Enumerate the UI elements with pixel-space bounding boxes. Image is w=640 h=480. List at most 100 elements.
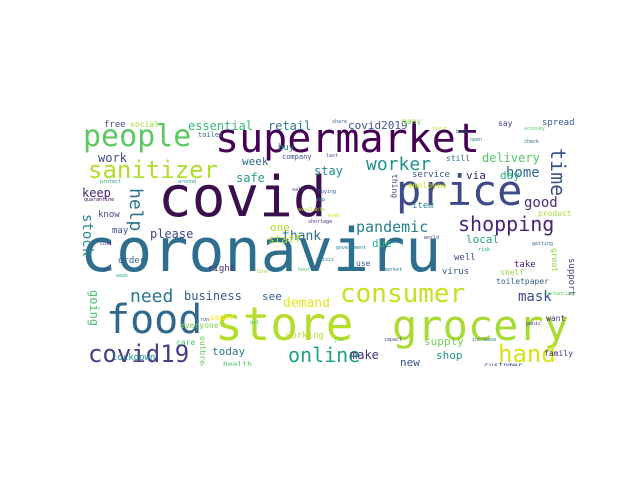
word-oil: oil — [250, 320, 260, 326]
word-sale: sale — [292, 187, 305, 193]
word-crisis: crisis — [316, 257, 335, 263]
word-know: know — [98, 210, 120, 220]
word-available: available — [298, 207, 326, 213]
word-everyone: everyone — [180, 321, 219, 330]
word-covid19: covid19 — [88, 340, 190, 366]
word-amp: amp — [316, 197, 326, 203]
word-working: working — [286, 331, 324, 341]
word-social: social — [130, 120, 159, 129]
word-quarantine: quarantine — [84, 197, 115, 203]
word-even: even — [328, 213, 341, 219]
word-increase: increase — [472, 337, 497, 343]
word-many: many — [402, 118, 422, 126]
word-back: back — [456, 129, 469, 135]
word-order: order — [118, 256, 146, 266]
word-supermarket: supermarket — [215, 118, 480, 162]
word-service: service — [412, 170, 450, 180]
word-protect: protect — [100, 179, 122, 185]
word-use: use — [356, 259, 371, 268]
word-today: today — [212, 345, 246, 358]
word-see: see — [262, 290, 282, 303]
word-toilet: toilet — [198, 131, 224, 139]
word-around: around — [178, 179, 197, 185]
word-covid2019: covid2019 — [348, 119, 408, 132]
word-shelf: shelf — [500, 268, 525, 277]
word-outbreak: outbreak — [198, 336, 207, 366]
word-line: line — [256, 269, 269, 275]
word-family: family — [544, 349, 573, 358]
word-week: week — [242, 155, 269, 168]
word-price: price — [396, 166, 523, 215]
word-buying: buying — [318, 189, 337, 195]
word-pandemic: pandemic — [356, 218, 429, 236]
word-covid: covid — [158, 165, 327, 230]
word-item: item — [412, 201, 434, 211]
word-essential: essential — [188, 119, 254, 133]
word-thing: thing — [390, 174, 399, 199]
word-employee: employee — [408, 181, 447, 190]
word-free: free — [104, 120, 126, 130]
word-distancing: distancing — [544, 291, 575, 297]
word-worker: worker — [366, 154, 432, 175]
word-home: home — [506, 165, 540, 181]
word-coronaviru: coronaviru — [80, 216, 442, 286]
word-spread: spread — [542, 118, 575, 128]
word-support: support — [566, 258, 576, 296]
word-lockdown: lockdown — [112, 353, 156, 363]
word-demand: demand — [283, 296, 330, 311]
word-hand: hand — [498, 340, 556, 366]
word-product: product — [538, 209, 572, 218]
word-check: check — [524, 139, 540, 145]
word-government: government — [336, 245, 367, 251]
word-risk: risk — [478, 247, 491, 253]
word-economy: economy — [524, 126, 546, 132]
word-keep: keep — [82, 186, 111, 200]
word-local: local — [466, 233, 500, 246]
word-customer: customer — [484, 361, 523, 367]
word-market: market — [384, 267, 403, 273]
word-online: online — [288, 343, 361, 366]
word-delivery: delivery — [482, 151, 540, 165]
word-cost: cost — [100, 241, 113, 247]
word-sanitizer: sanitizer — [88, 156, 219, 184]
word-getting: getting — [532, 241, 554, 247]
word-well: well — [454, 253, 476, 263]
word-hour: hour — [298, 267, 311, 273]
word-cloud: coronaviru covid store grocery supermark… — [80, 118, 576, 366]
word-people: people — [83, 119, 192, 154]
word-consumer: consumer — [340, 279, 466, 309]
word-shop: shop — [436, 349, 463, 362]
word-take: take — [514, 260, 536, 270]
word-life: life — [346, 267, 359, 273]
word-paper: paper — [210, 313, 235, 322]
word-need: need — [130, 286, 174, 307]
word-retail: retail — [268, 119, 312, 133]
word-impact: impact — [384, 337, 403, 343]
word-still: still — [446, 154, 471, 163]
word-shopping: shopping — [458, 212, 555, 236]
word-virus: virus — [442, 267, 470, 277]
word-thank: thank — [282, 229, 322, 244]
word-care: care — [176, 338, 196, 347]
word-due: due — [372, 237, 392, 250]
word-company: company — [282, 153, 312, 161]
word-open: open — [470, 137, 483, 143]
word-panic: panic — [526, 321, 542, 327]
word-case: case — [100, 267, 113, 273]
word-buy: buy — [278, 143, 295, 153]
word-staff: staff — [268, 233, 302, 246]
word-share: share — [332, 119, 348, 125]
word-week-small: week — [116, 273, 129, 279]
word-stock: stock — [80, 214, 95, 257]
word-good: good — [524, 195, 558, 211]
word-last: last — [326, 153, 339, 159]
word-store: store — [215, 297, 354, 351]
word-great: great — [550, 248, 559, 273]
word-job: job — [334, 337, 344, 343]
word-one: one — [270, 221, 290, 234]
word-health: health — [223, 360, 252, 367]
word-want: want — [546, 314, 566, 323]
word-stay: stay — [314, 164, 343, 178]
word-business: business — [184, 289, 242, 303]
word-toiletpaper: toiletpaper — [496, 277, 549, 286]
